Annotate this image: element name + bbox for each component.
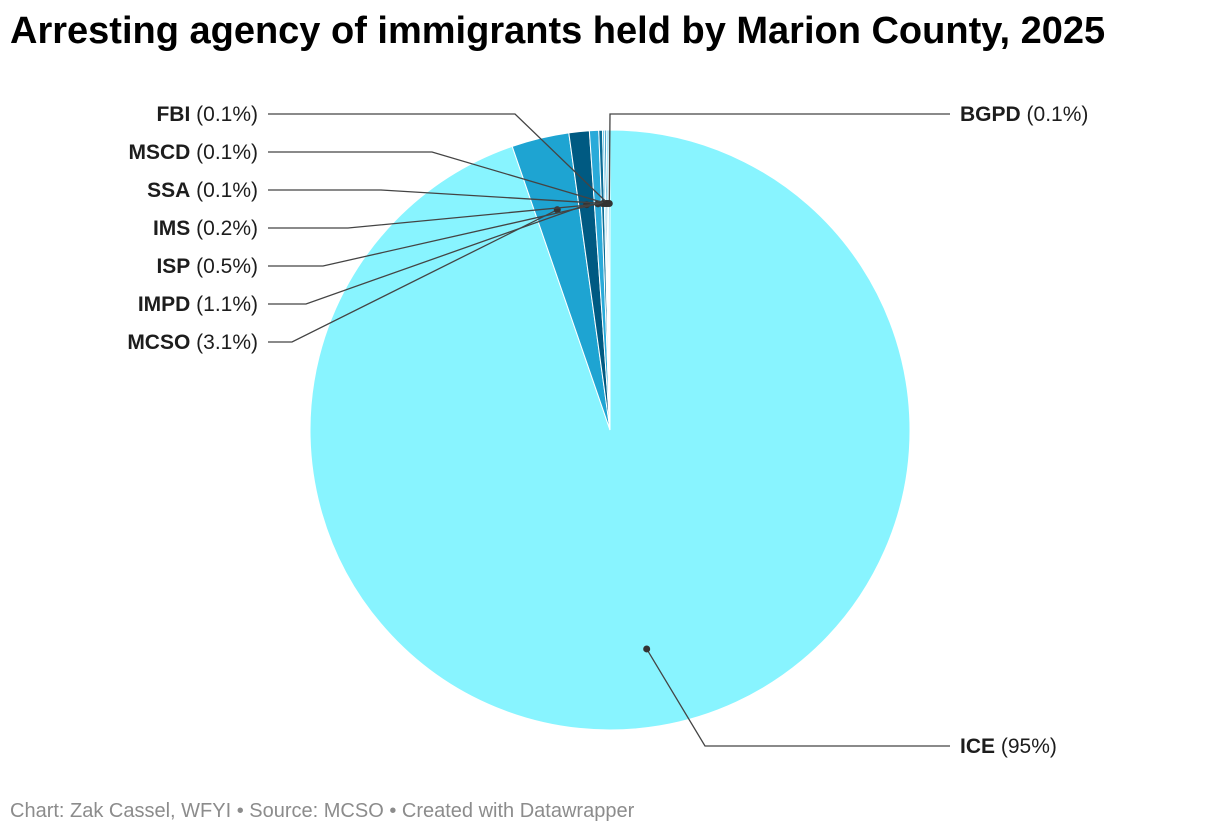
slice-label-bgpd: BGPD (0.1%) — [960, 103, 1088, 126]
leader-line-ssa — [268, 189, 606, 205]
pie-slices — [309, 129, 911, 731]
pie-slice-ice — [309, 129, 911, 731]
created-with-link[interactable]: Created with Datawrapper — [401, 800, 635, 822]
slice-label-mscd: MSCD (0.1%) — [128, 141, 258, 164]
leader-line-mcso — [268, 209, 558, 343]
leader-line-ims — [268, 202, 603, 229]
slice-label-isp: ISP (0.5%) — [156, 255, 258, 278]
slice-label-name: ICE — [960, 735, 995, 758]
slice-label-fbi: FBI (0.1%) — [156, 103, 258, 126]
slice-label-ssa: SSA (0.1%) — [147, 179, 258, 202]
chart-credit: Chart: Zak Cassel, WFYI — [10, 800, 232, 822]
slice-label-value: (3.1%) — [190, 331, 258, 354]
source-credit: Source: MCSO — [249, 800, 384, 822]
slice-label-value: (0.1%) — [190, 179, 258, 202]
slice-label-value: (95%) — [995, 735, 1057, 758]
slice-label-name: FBI — [156, 103, 190, 126]
slice-label-mcso: MCSO (3.1%) — [127, 331, 258, 354]
slice-label-name: MSCD — [128, 141, 190, 164]
leader-line-impd — [268, 204, 587, 305]
slice-label-value: (0.1%) — [190, 141, 258, 164]
chart-footer: Chart: Zak Cassel, WFYI • Source: MCSO •… — [10, 800, 634, 823]
leader-line-ice — [646, 648, 950, 747]
slice-label-value: (0.1%) — [190, 103, 258, 126]
slice-label-impd: IMPD (1.1%) — [138, 293, 258, 316]
slice-label-value: (0.1%) — [1021, 103, 1089, 126]
slice-labels: ICE (95%)MCSO (3.1%)IMPD (1.1%)ISP (0.5%… — [127, 103, 1088, 758]
footer-separator: • — [383, 800, 402, 822]
slice-label-name: IMPD — [138, 293, 191, 316]
slice-label-name: IMS — [153, 217, 190, 240]
slice-label-ice: ICE (95%) — [960, 735, 1057, 758]
slice-label-ims: IMS (0.2%) — [153, 217, 258, 240]
slice-label-name: BGPD — [960, 103, 1021, 126]
slice-label-name: ISP — [156, 255, 190, 278]
slice-label-value: (1.1%) — [190, 293, 258, 316]
label-leader-lines — [268, 113, 950, 747]
slice-label-value: (0.5%) — [190, 255, 258, 278]
slice-label-value: (0.2%) — [190, 217, 258, 240]
slice-label-name: MCSO — [127, 331, 190, 354]
slice-label-name: SSA — [147, 179, 190, 202]
leader-line-isp — [268, 203, 599, 267]
chart-title: Arresting agency of immigrants held by M… — [10, 10, 1106, 52]
leader-dot-bgpd — [605, 200, 613, 208]
leader-line-mscd — [268, 151, 607, 205]
leader-line-fbi — [268, 113, 609, 204]
pie-chart: ICE (95%)MCSO (3.1%)IMPD (1.1%)ISP (0.5%… — [127, 103, 1088, 758]
leader-dot-ice — [643, 645, 651, 653]
leader-line-bgpd — [608, 113, 950, 204]
footer-separator: • — [231, 800, 250, 822]
